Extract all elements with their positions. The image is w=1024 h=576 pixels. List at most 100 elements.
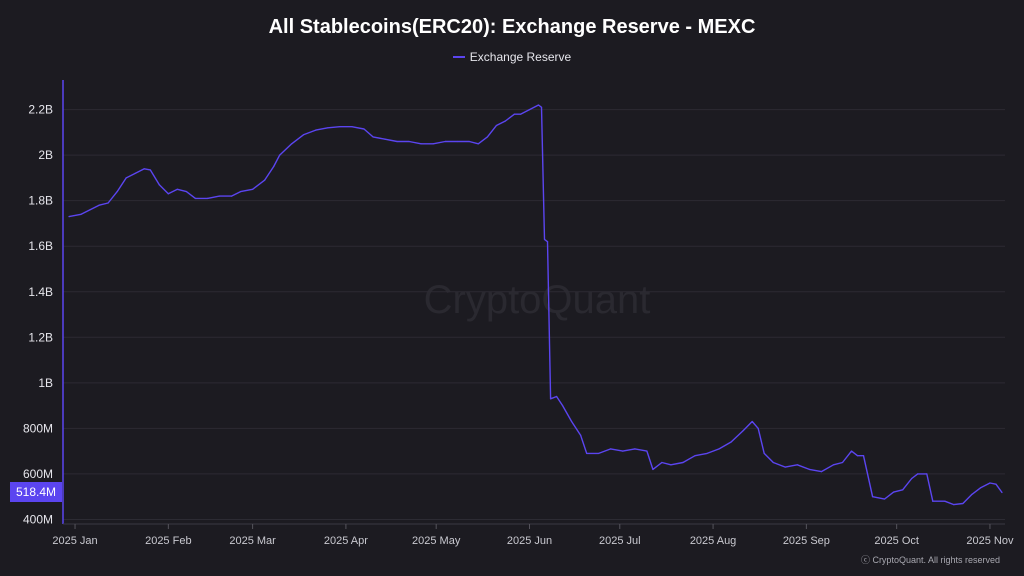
y-tick-label: 1.6B	[28, 239, 53, 253]
data-point	[540, 106, 543, 108]
data-point	[932, 500, 934, 502]
data-point	[580, 434, 582, 436]
data-point	[98, 204, 100, 206]
data-point	[339, 126, 341, 128]
data-point	[742, 430, 744, 432]
data-point	[634, 448, 636, 450]
data-point	[167, 193, 169, 195]
data-point	[694, 455, 696, 457]
data-point	[610, 448, 612, 450]
data-point	[495, 124, 497, 127]
data-point	[926, 473, 928, 475]
data-point	[252, 188, 254, 190]
data-point	[871, 496, 874, 498]
data-point	[730, 441, 732, 443]
y-tick-label: 400M	[23, 512, 53, 526]
data-point	[718, 448, 720, 450]
y-tick-label: 1.8B	[28, 194, 53, 208]
x-tick-label: 2025 May	[412, 535, 461, 547]
data-point	[902, 489, 904, 491]
data-point	[513, 113, 516, 115]
legend-line-swatch	[452, 56, 465, 58]
data-point	[125, 177, 127, 179]
data-point	[980, 486, 982, 489]
data-point	[143, 168, 145, 170]
data-point	[351, 126, 353, 128]
data-point	[327, 127, 329, 129]
grid-lines	[63, 109, 1005, 520]
x-tick-label: 2025 Apr	[324, 535, 368, 547]
data-point	[841, 461, 844, 464]
data-point	[682, 461, 684, 464]
data-point	[953, 504, 955, 506]
data-point	[396, 140, 398, 143]
data-point	[893, 491, 895, 493]
data-point	[519, 113, 522, 115]
data-point	[206, 197, 209, 199]
y-tick-label: 800M	[23, 421, 53, 435]
data-point	[571, 420, 573, 423]
data-point	[1001, 491, 1003, 494]
current-value-badge: 518.4M	[10, 482, 62, 503]
data-point	[89, 209, 91, 211]
data-point	[884, 498, 886, 500]
data-point	[622, 450, 624, 452]
data-point	[706, 452, 708, 455]
data-point	[80, 213, 82, 215]
data-point	[408, 140, 410, 143]
data-point	[273, 165, 275, 168]
data-point	[363, 128, 365, 130]
data-point	[291, 143, 293, 145]
series-layer	[68, 104, 1003, 506]
data-point	[456, 140, 458, 143]
axes: 400M 600M 800M 1B 1.2B 1.4B 1.6B 1.8B 2B 2.2B 2025…	[23, 80, 1014, 547]
data-point	[528, 109, 531, 111]
data-point	[477, 143, 479, 145]
data-point	[107, 202, 109, 204]
chart-legend[interactable]: Exchange Reserve	[0, 50, 1024, 64]
data-point	[432, 143, 434, 145]
data-point	[763, 452, 765, 455]
data-point	[646, 450, 648, 452]
data-point	[116, 190, 118, 193]
data-point	[176, 188, 178, 190]
data-point	[586, 452, 588, 455]
data-point	[971, 493, 973, 495]
y-tick-label: 2.2B	[28, 103, 53, 117]
data-point	[850, 450, 853, 452]
data-point	[772, 461, 774, 464]
data-point	[68, 216, 70, 218]
x-tick-label: 2025 Feb	[145, 535, 191, 547]
chart-title: All Stablecoins(ERC20): Exchange Reserve…	[268, 16, 756, 38]
data-point	[917, 473, 919, 475]
data-point	[670, 464, 672, 466]
data-point	[796, 464, 798, 466]
data-point	[911, 477, 913, 480]
x-tick-label: 2025 Oct	[874, 535, 919, 547]
data-point	[149, 169, 151, 171]
data-point	[751, 420, 753, 423]
x-tick-label: 2025 Nov	[966, 535, 1014, 547]
data-point	[598, 452, 600, 455]
copyright-notice: ⓒ CryptoQuant. All rights reserved	[860, 555, 1000, 565]
y-tick-label: 1.2B	[28, 330, 53, 344]
data-point	[185, 190, 187, 193]
data-point	[279, 154, 281, 156]
data-point	[504, 120, 507, 122]
legend-label: Exchange Reserve	[469, 50, 572, 64]
data-point	[486, 136, 488, 138]
data-point	[239, 190, 242, 193]
series-line-exchange-reserve	[68, 104, 1003, 506]
data-point	[784, 466, 786, 468]
data-point	[652, 468, 654, 470]
y-tick-label: 1.4B	[28, 285, 53, 299]
x-tick-label: 2025 Jan	[52, 535, 97, 547]
data-point	[832, 464, 835, 466]
y-tick-label: 1B	[38, 376, 53, 390]
data-point	[661, 461, 663, 464]
y-tick-label: 2B	[38, 148, 53, 162]
data-point	[134, 172, 136, 174]
data-point	[444, 140, 446, 143]
data-point	[820, 471, 823, 473]
